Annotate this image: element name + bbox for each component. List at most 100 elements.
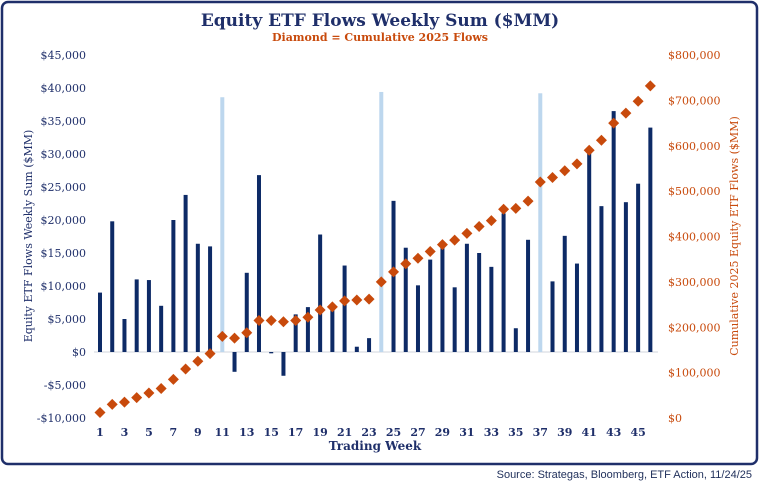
weekly-flow-bar xyxy=(440,247,445,352)
cumulative-diamond xyxy=(412,252,424,264)
y-tick-label: $10,000 xyxy=(41,280,87,293)
weekly-flow-bar xyxy=(110,221,115,352)
weekly-flow-bar xyxy=(318,234,323,352)
x-tick-label: 25 xyxy=(386,426,401,439)
weekly-flow-bar xyxy=(342,265,347,352)
cumulative-diamond xyxy=(167,373,179,385)
cumulative-diamond xyxy=(424,245,436,257)
weekly-flow-bar xyxy=(146,280,151,352)
cumulative-diamond xyxy=(155,383,167,395)
x-tick-label: 31 xyxy=(459,426,474,439)
cumulative-diamond xyxy=(106,398,118,410)
weekly-flow-bar xyxy=(183,194,188,352)
cumulative-diamond xyxy=(436,239,448,251)
cumulative-diamond xyxy=(277,316,289,328)
y2-tick-label: $200,000 xyxy=(668,321,721,334)
y2-tick-label: $100,000 xyxy=(668,367,721,380)
y-tick-label: $5,000 xyxy=(48,313,87,326)
x-tick-label: 15 xyxy=(264,426,279,439)
y-tick-label: $15,000 xyxy=(41,247,87,260)
cumulative-diamond xyxy=(302,311,314,323)
y-tick-label: $40,000 xyxy=(41,82,87,95)
weekly-flow-bar xyxy=(98,292,102,352)
weekly-flow-bar xyxy=(305,307,310,352)
x-tick-label: 3 xyxy=(121,426,129,439)
weekly-flow-bar xyxy=(232,352,237,372)
y-tick-label: $35,000 xyxy=(41,115,87,128)
cumulative-diamond xyxy=(351,294,363,306)
cumulative-diamond xyxy=(241,327,253,339)
cumulative-diamond xyxy=(94,407,106,419)
weekly-flow-bar xyxy=(403,247,408,352)
weekly-flow-bar xyxy=(477,253,482,352)
x-tick-label: 13 xyxy=(239,426,254,439)
cumulative-diamond xyxy=(400,258,412,270)
x-tick-label: 19 xyxy=(312,426,327,439)
x-tick-label: 27 xyxy=(410,426,425,439)
cumulative-diamond xyxy=(571,158,583,170)
weekly-flow-bar xyxy=(611,111,616,352)
cumulative-diamond xyxy=(131,392,143,404)
weekly-flow-bar xyxy=(526,239,531,352)
cumulative-diamond xyxy=(608,117,620,129)
y2-tick-label: $800,000 xyxy=(668,49,721,62)
weekly-flow-bar xyxy=(195,243,200,352)
cumulative-diamond xyxy=(388,266,400,278)
cumulative-diamond xyxy=(375,276,387,288)
cumulative-diamond xyxy=(143,387,155,399)
cumulative-diamond xyxy=(253,314,265,326)
weekly-flow-bar xyxy=(293,314,298,352)
weekly-flow-bar xyxy=(354,346,359,352)
x-tick-label: 41 xyxy=(582,426,597,439)
highlight-bar xyxy=(220,97,225,353)
cumulative-diamond xyxy=(559,165,571,177)
weekly-flow-bar xyxy=(464,243,469,352)
y-tick-label: $45,000 xyxy=(41,49,87,62)
cumulative-diamond xyxy=(595,134,607,146)
x-axis-label: Trading Week xyxy=(329,439,422,453)
weekly-flow-bar xyxy=(367,338,372,352)
y2-tick-label: $700,000 xyxy=(668,94,721,107)
cumulative-diamond xyxy=(204,348,216,360)
y-tick-label: -$5,000 xyxy=(44,379,86,392)
weekly-flow-bar xyxy=(208,246,213,352)
x-tick-label: 37 xyxy=(533,426,548,439)
y-axis-label: Equity ETF Flows Weekly Sum ($MM) xyxy=(22,130,35,343)
chart-title: Equity ETF Flows Weekly Sum ($MM) xyxy=(201,11,559,31)
cumulative-diamond xyxy=(510,202,522,214)
weekly-flow-bar xyxy=(134,279,139,352)
y2-tick-label: $0 xyxy=(668,412,682,425)
cumulative-diamond xyxy=(534,176,546,188)
cumulative-diamond xyxy=(290,314,302,326)
weekly-flow-bar xyxy=(428,259,433,352)
cumulative-diamond xyxy=(192,355,204,367)
cumulative-diamond xyxy=(229,332,241,344)
cumulative-diamond xyxy=(498,203,510,215)
cumulative-diamond xyxy=(461,227,473,239)
x-tick-label: 9 xyxy=(194,426,202,439)
cumulative-diamond xyxy=(314,304,326,316)
cumulative-diamond xyxy=(326,301,338,313)
weekly-flow-bar xyxy=(244,272,249,352)
y2-axis-label: Cumulative 2025 Equity ETF Flows ($MM) xyxy=(728,116,741,355)
y-tick-label: $0 xyxy=(72,346,86,359)
x-tick-label: 43 xyxy=(606,426,621,439)
weekly-flow-bar xyxy=(171,220,176,352)
y-tick-label: -$10,000 xyxy=(37,412,86,425)
chart-frame xyxy=(0,0,759,466)
x-tick-label: 11 xyxy=(215,426,230,439)
cumulative-diamond xyxy=(180,363,192,375)
y-tick-label: $25,000 xyxy=(41,181,87,194)
x-tick-label: 7 xyxy=(170,426,178,439)
cumulative-diamond xyxy=(363,293,375,305)
cumulative-diamond xyxy=(522,195,534,207)
weekly-flow-bar xyxy=(415,285,420,352)
cumulative-diamond xyxy=(265,314,277,326)
weekly-flow-bar xyxy=(122,319,127,352)
x-tick-label: 39 xyxy=(557,426,572,439)
weekly-flow-bar xyxy=(452,287,457,352)
weekly-flow-bar xyxy=(648,127,653,352)
highlight-bar xyxy=(538,93,543,352)
source-note: Source: Strategas, Bloomberg, ETF Action… xyxy=(496,469,752,481)
